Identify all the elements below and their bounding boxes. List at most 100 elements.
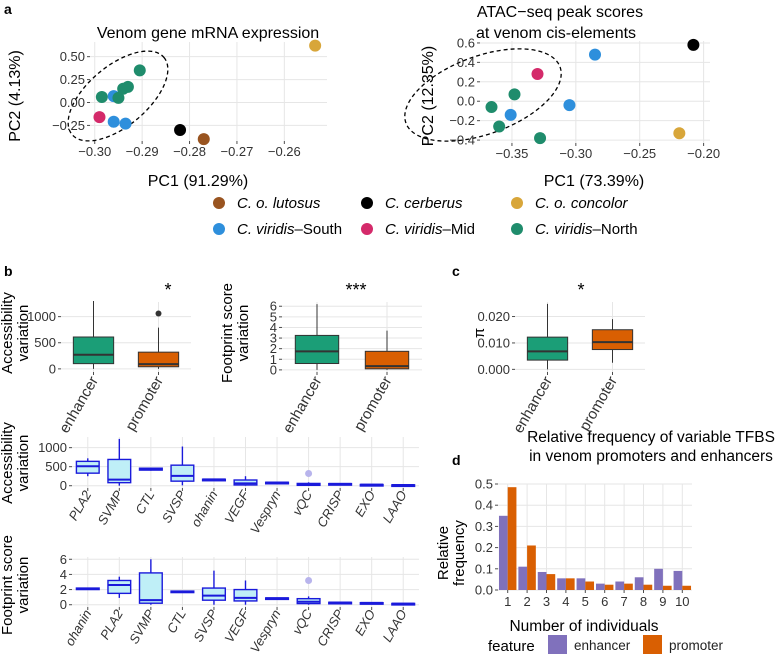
legend-label-concolor: C. o. concolor [535,195,629,212]
fp_var_feature-ytick-label: 2 [270,341,277,356]
pi_feature-ytick-label: 0.010 [477,335,510,350]
tfbs_freq-ytick-label: 0.2 [475,540,493,555]
tfbs_freq-ytick-label: 0.5 [475,477,493,492]
pca_mrna-xtick-label: −0.28 [173,144,206,159]
tfbs_freq-ytick-label: 0.0 [475,583,493,598]
legend-swatch-lutosus [213,197,225,209]
acc_var_family-category-label: vQC [289,487,315,518]
tfbs_freq-xtick-label: 2 [523,594,530,609]
tfbs_freq-bar-promoter-7 [624,583,633,590]
pca_atac-ytick-label: 0.0 [457,94,475,109]
fp_var_feature-ytick-label: 4 [270,320,277,335]
fp_var_family-category-label: EXO [352,607,379,638]
pca_mrna-xtick-label: −0.30 [78,144,111,159]
pca_mrna-point-viridis_south [107,115,120,128]
tfbs_freq-bar-enhancer-2 [518,566,528,590]
pca_atac-point-viridis_north [485,101,498,114]
pca_mrna-xtick-label: −0.27 [220,144,253,159]
tfbs_freq-bar-enhancer-8 [634,577,644,590]
fp-var-ylabel-line2: variation [235,305,252,362]
pca_mrna-point-viridis_mid [93,111,106,124]
legend-swatch-cerberus [361,197,373,209]
fp_var_family-box-SVMP [138,572,163,604]
tfbs_freq-bar-enhancer-3 [537,571,547,590]
pca_atac-xtick-label: −0.35 [495,146,528,161]
pca_atac-point-viridis_south [589,48,601,61]
acc-var-ylabel-line2: variation [15,305,32,362]
pca_atac-point-viridis_south [504,108,517,121]
fp_var_feature-box-promoter [364,350,410,370]
pca-mrna-ylabel: PC2 (4.13%) [7,50,24,142]
acc_var_family-category-label: PLA2 [65,487,94,523]
pca_atac-xtick-label: −0.20 [687,146,720,161]
fp-family-ylabel-line2: variation [15,557,32,614]
fp_var_family-ytick-label: 6 [60,552,67,567]
fp_var_feature-ytick-label: 1 [270,352,277,367]
tfbs_freq-legend-swatch-promoter [643,635,662,654]
fp_var_feature-category-label: enhancer [279,374,325,437]
pca_mrna-point-viridis_north [121,80,134,93]
acc_var_family-category-label: SVSP [159,488,189,526]
pi_feature-category-label: promoter [576,374,621,434]
fp-var-ylabel-line1: Footprint score [219,283,236,383]
acc-family-ylabel-line1: Accessibility [0,422,16,504]
fp_var_family-ytick-label: 4 [60,567,67,582]
tfbs_freq-bar-enhancer-4 [557,578,566,590]
pca_mrna-xtick-label: −0.29 [126,144,159,159]
legend-swatch-viridis_north [511,223,523,235]
tfbs_freq-ytick-label: 0.3 [475,519,493,534]
pca_atac-point-viridis_north [493,120,506,133]
pca-atac-ylabel: PC2 (12.35%) [420,46,437,147]
tfbs_freq-bar-promoter-9 [662,585,672,590]
pca_mrna-ytick-label: 0.50 [60,49,85,64]
legend-label-lutosus: C. o. lutosus [237,195,321,212]
fp_var_family-outlier-vQC [305,576,313,584]
acc_var_family-ytick-label: 1000 [38,440,67,455]
pca-atac-xlabel: PC1 (73.39%) [544,173,645,190]
fp_var_family-category-label: SVSP [190,607,220,645]
acc_var_family-category-label: CRISP [314,488,347,530]
pi_feature-box-promoter [591,329,634,351]
acc_var_family-category-label: LAAO [379,488,409,526]
pca_atac-xtick-label: −0.30 [559,146,592,161]
pca_atac-point-concolor [673,127,686,140]
tfbs_freq-xtick-label: 9 [659,594,666,609]
fp_var_family-category-label: Vespryn [247,607,284,655]
fp_var_family-category-label: CRISP [314,607,347,649]
tfbs_freq-xtick-label: 3 [543,594,550,609]
pca_atac-point-cerberus [687,38,700,51]
panel-label-a: a [4,1,12,17]
pca_mrna-point-concolor [309,39,322,52]
tfbs_freq-bar-promoter-3 [546,574,556,590]
pi_feature-box-enhancer [526,336,569,361]
tfbs_freq-bar-enhancer-7 [615,581,625,590]
panel-label-d: d [452,452,461,468]
fp_var_feature-ytick-label: 0 [270,362,277,377]
legend-swatch-viridis_mid [361,223,373,235]
fp_var_family-box-VEGF [233,588,258,602]
tfbs_freq-legend-label-promoter: promoter [669,638,724,653]
pca-mrna-title: Venom gene mRNA expression [97,25,319,42]
acc_var_family-outlier-vQC [305,470,313,478]
tfbs_freq-xtick-label: 10 [675,594,689,609]
tfbs-ylabel-line1: Relative [435,526,452,580]
tfbs_freq-xtick-label: 4 [562,594,569,609]
fp-family-ylabel-line1: Footprint score [0,535,16,635]
fp_var_family-ytick-label: 0 [60,597,67,612]
fp_var_feature-box-enhancer [294,334,340,365]
fp_var_family-box-SVSP [201,587,227,601]
tfbs_freq-xtick-label: 7 [620,594,627,609]
fp_var_family-category-label: VEGF [221,606,252,645]
acc_var_family-ytick-label: 0 [60,478,67,493]
pca_atac-point-viridis_north [508,88,521,101]
fp_var_family-box-PLA2 [107,579,132,595]
pca_mrna-point-viridis_north [112,91,125,104]
legend-label-viridis_mid: C. viridis–Mid [385,221,475,238]
fp-var-significance: *** [345,280,366,300]
pca_atac-cluster-ellipse [404,48,562,142]
acc-family-ylabel-line2: variation [15,435,32,492]
pca_atac-point-viridis_south [563,99,576,112]
pca-atac-title-line2: at venom cis-elements [476,25,636,42]
legend-label-viridis_south: C. viridis–South [237,221,342,238]
